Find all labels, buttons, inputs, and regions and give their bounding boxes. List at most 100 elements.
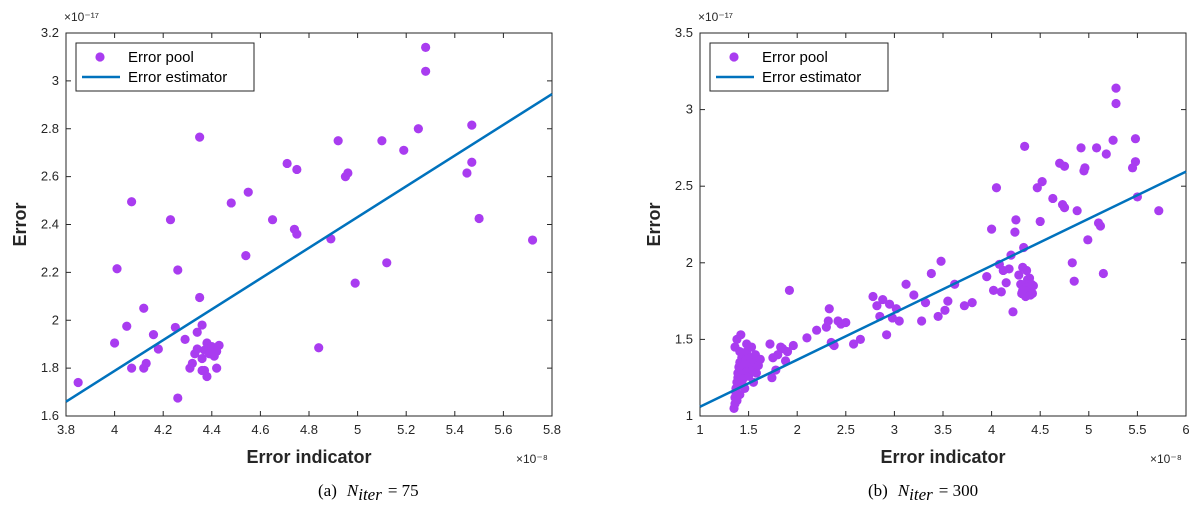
caption-left-var: N [346,481,360,500]
data-point [1020,141,1030,151]
data-point [1008,307,1018,317]
estimator-line [699,170,1187,408]
data-point [1004,264,1014,274]
data-point [1154,206,1164,216]
plot-area-left [65,32,553,417]
data-point [1083,235,1093,245]
data-point [192,327,202,337]
x-tick-label: 4.6 [251,422,269,437]
legend-box-right [709,42,889,92]
x-tick-label: 3.5 [934,422,952,437]
x-axis-label-right: Error indicator [880,447,1005,467]
data-point [413,124,423,134]
data-point [987,224,997,234]
data-point [1108,135,1118,145]
data-point [110,338,120,348]
data-point [882,330,892,340]
data-point [824,304,834,314]
data-point [735,389,745,400]
data-point [782,347,793,357]
data-point [1035,216,1045,227]
data-point [1021,265,1032,276]
data-point [212,363,222,373]
data-point [784,285,795,295]
data-point [292,229,302,239]
y-exponent-left: ×10⁻¹⁷ [64,10,99,24]
data-point [943,296,953,306]
data-point [1028,281,1038,291]
data-point [1111,83,1121,93]
x-tick-label: 4.2 [154,422,172,437]
data-point [112,264,122,274]
data-point [192,344,202,354]
data-point [399,145,409,155]
data-point [350,278,360,288]
x-tick-label: 5.6 [494,422,512,437]
data-point [292,164,302,175]
data-point [467,120,477,130]
caption-right-label: (b) [868,481,888,500]
data-point [1010,227,1020,237]
y-tick-label: 1.5 [675,331,693,346]
data-point [868,291,878,302]
data-point [1011,215,1021,225]
data-point [153,344,163,354]
y-tick-label: 3.2 [41,25,59,40]
y-axis-label-right: Error [644,202,664,246]
x-tick-label: 5.8 [543,422,561,437]
data-point [1098,268,1108,279]
x-tick-label: 5.2 [397,422,415,437]
estimator-line [65,92,553,403]
x-tick-label: 4.5 [1031,422,1049,437]
data-point [917,316,927,326]
data-point [382,258,392,268]
data-point [841,317,851,328]
y-tick-label: 2 [52,312,59,327]
data-point [920,298,931,308]
data-point [991,183,1002,193]
caption-left-label: (a) [318,481,337,500]
data-point [1095,221,1106,231]
data-point [894,316,904,326]
data-point [314,343,324,353]
data-point [173,265,183,275]
data-point [788,340,798,351]
data-point [755,354,765,364]
data-point [173,393,183,403]
data-point [1111,98,1121,109]
caption-right-eq: = 300 [939,481,978,500]
y-axis-label-left: Error [10,202,30,246]
caption-right-sub: iter [909,485,933,504]
data-point [212,346,222,356]
data-point [197,353,207,364]
data-point [527,235,538,245]
x-tick-label: 3 [891,422,898,437]
x-tick-label: 1.5 [740,422,758,437]
data-point [241,251,251,261]
data-point [195,292,205,303]
y-tick-label: 2.5 [675,178,693,193]
data-point [1048,193,1058,204]
scatter-points-right [729,83,1164,413]
legend-left: Error pool Error estimator [75,42,255,92]
data-point [1130,157,1141,167]
axis-ticks-left: 3.8 4 4.2 4.4 4.6 4.8 5 5.2 5.4 5.6 5.8 1.6 1.8 2 2.2 2… [41,25,561,437]
x-tick-label: 5 [354,422,361,437]
x-tick-label: 6 [1182,422,1189,437]
y-tick-label: 3 [52,73,59,88]
data-point [122,321,132,331]
data-point [1130,134,1141,144]
x-exponent-left: ×10⁻⁸ [516,452,548,466]
data-point [243,187,253,197]
x-tick-label: 2 [794,422,801,437]
data-point [988,285,999,295]
data-point [901,279,911,289]
caption-left: (a) Niter = 75 [318,481,419,504]
data-point [197,320,207,330]
x-tick-label: 4 [988,422,995,437]
data-point [1080,163,1090,173]
data-point [823,316,833,326]
x-tick-label: 3.8 [57,422,75,437]
data-point [812,325,822,335]
